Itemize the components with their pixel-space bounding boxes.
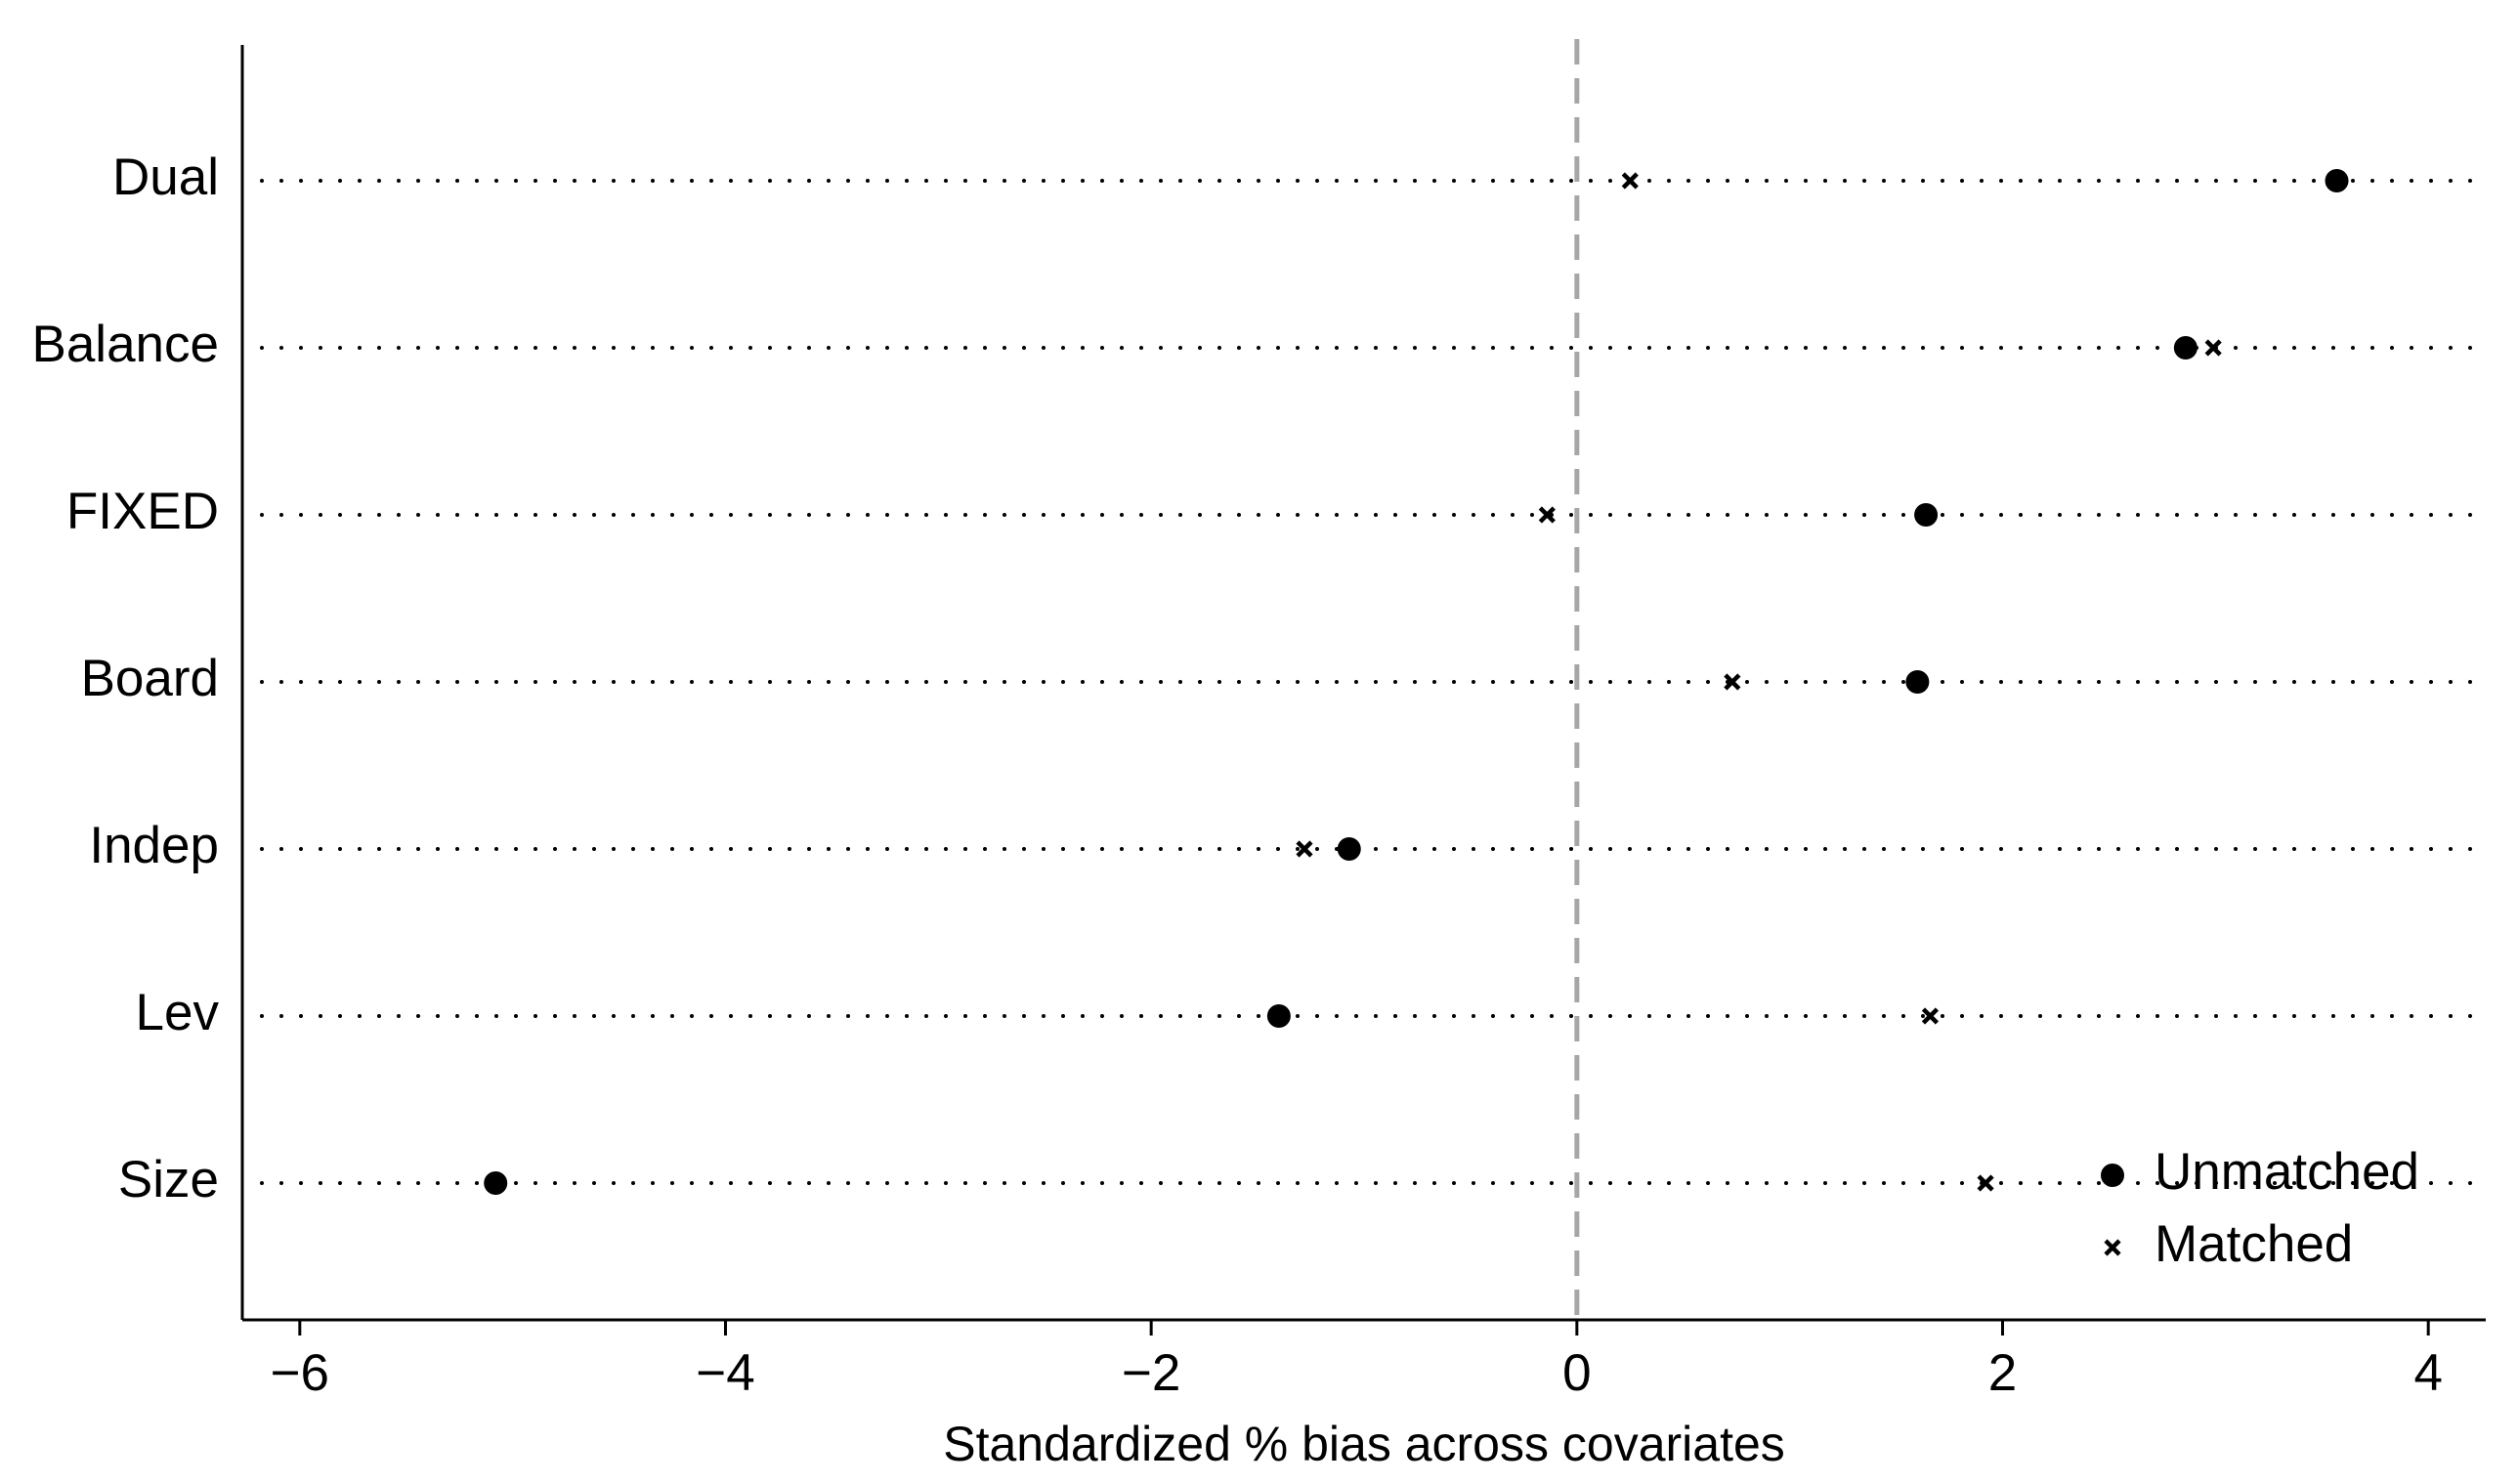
cross <box>1538 506 1556 524</box>
x-tick-label: −6 <box>271 1344 329 1402</box>
legend-label: Unmatched <box>2155 1143 2419 1201</box>
y-tick-label: Lev <box>136 984 220 1041</box>
cross <box>1724 673 1741 691</box>
cross <box>1977 1174 1994 1192</box>
cross <box>1296 840 1313 858</box>
y-tick-label: FIXED <box>66 483 219 540</box>
dot <box>484 1171 508 1195</box>
y-tick-label: Balance <box>31 316 219 373</box>
cross <box>1621 172 1639 190</box>
x-tick-label: 2 <box>1988 1344 2017 1402</box>
legend-label: Matched <box>2155 1215 2353 1273</box>
x-tick-label: 4 <box>2413 1344 2442 1402</box>
dot <box>1914 503 1939 527</box>
y-tick-label: Indep <box>89 817 219 874</box>
dot <box>1905 670 1930 694</box>
dot <box>1337 837 1361 861</box>
dot <box>1266 1004 1291 1028</box>
y-tick-label: Dual <box>112 148 219 206</box>
dot <box>2173 336 2198 360</box>
legend-marker <box>2104 1239 2121 1256</box>
y-tick-label: Board <box>81 650 219 707</box>
cross <box>1921 1007 1940 1025</box>
x-tick-label: 0 <box>1562 1344 1591 1402</box>
dot <box>2325 169 2349 192</box>
legend-marker <box>2101 1164 2124 1187</box>
y-tick-label: Size <box>118 1151 219 1208</box>
x-axis-label: Standardized % bias across covariates <box>943 1417 1785 1471</box>
x-tick-label: −2 <box>1122 1344 1180 1402</box>
cross <box>2204 339 2222 357</box>
x-tick-label: −4 <box>696 1344 754 1402</box>
